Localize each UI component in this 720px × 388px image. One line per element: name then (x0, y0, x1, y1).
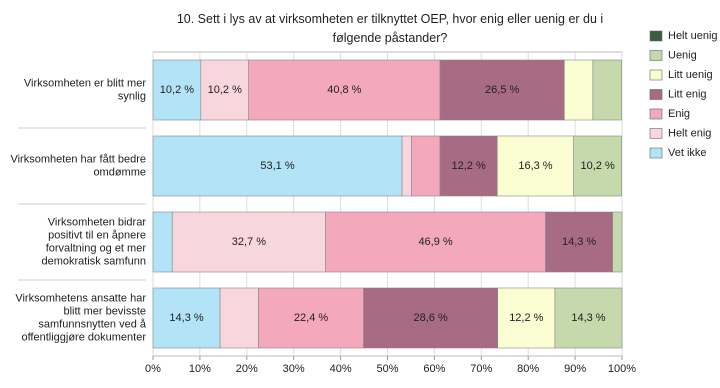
bar-segment (545, 211, 613, 273)
legend-swatch (649, 128, 663, 139)
legend-swatch (649, 69, 663, 81)
bar-segment (152, 287, 221, 349)
legend-label: Enig (668, 108, 690, 120)
bar-segment (325, 211, 546, 273)
value-label: 16,3 % (518, 160, 552, 172)
value-label: 14,3 % (169, 312, 203, 324)
x-tick-label: 30% (283, 363, 305, 375)
bar-segment (411, 135, 441, 197)
value-label: 12,2 % (452, 160, 486, 172)
bar-segment (401, 135, 412, 197)
bar-segment (592, 59, 622, 121)
value-label: 12,2 % (509, 312, 543, 324)
bar-segment (497, 287, 556, 349)
legend-label: Litt uenig (668, 69, 713, 81)
legend-label: Uenig (668, 49, 697, 61)
x-tick-label: 0% (145, 363, 161, 375)
legend-swatch (649, 30, 663, 42)
bar-segment (612, 211, 623, 273)
bar-segment (258, 287, 364, 349)
value-label: 32,7 % (232, 236, 266, 248)
category-label: Virksomheten er blitt mer synlig (24, 77, 146, 102)
value-label: 53,1 % (260, 160, 294, 172)
bar-segment (554, 287, 623, 349)
value-label: 26,5 % (485, 84, 519, 96)
bar-segment (439, 135, 498, 197)
x-tick-label: 70% (470, 363, 492, 375)
x-tick-label: 100% (608, 363, 636, 375)
legend-swatch (649, 108, 663, 120)
bar-segment (363, 287, 499, 349)
x-tick-label: 10% (189, 363, 211, 375)
value-label: 10,2 % (580, 160, 614, 172)
bar-segment (496, 135, 574, 197)
legend-label: Helt enig (668, 127, 711, 139)
x-tick-label: 50% (376, 363, 398, 375)
value-label: 10,2 % (208, 84, 242, 96)
value-label: 40,8 % (327, 84, 361, 96)
x-tick-label: 40% (330, 363, 352, 375)
legend-label: Helt uenig (668, 30, 718, 42)
value-label: 14,3 % (562, 236, 596, 248)
bar-segment (564, 59, 594, 121)
bar-segment (152, 59, 202, 121)
legend-swatch (649, 147, 663, 159)
bar-segment (152, 211, 173, 273)
value-label: 14,3 % (571, 312, 605, 324)
x-tick-label: 20% (236, 363, 258, 375)
bar-segment (219, 287, 259, 349)
bar-segment (573, 135, 622, 197)
bar-segment (171, 211, 326, 273)
legend-swatch (649, 89, 663, 100)
bar-segment (152, 135, 403, 197)
legend-label: Vet ikke (668, 147, 707, 159)
value-label: 22,4 % (294, 312, 328, 324)
legend-label: Litt enig (668, 88, 707, 100)
category-label: Virksomheten har fått bedre omdømme (10, 153, 146, 178)
x-tick-label: 90% (564, 363, 586, 375)
value-label: 10,2 % (160, 84, 194, 96)
chart-title: 10. Sett i lys av at virksomheten er til… (177, 12, 603, 45)
bar-segment (439, 59, 565, 121)
x-tick-label: 80% (517, 363, 539, 375)
category-label: Virksomhetens ansatte har blitt mer bevis… (15, 292, 147, 343)
value-label: 46,9 % (418, 236, 452, 248)
legend-swatch (649, 50, 663, 61)
x-tick-label: 60% (423, 363, 445, 375)
bar-segment (248, 59, 441, 121)
bar-segment (200, 59, 249, 121)
value-label: 28,6 % (414, 312, 448, 324)
category-label: Virksomheten bidrar positivt til en åpner… (41, 216, 146, 267)
